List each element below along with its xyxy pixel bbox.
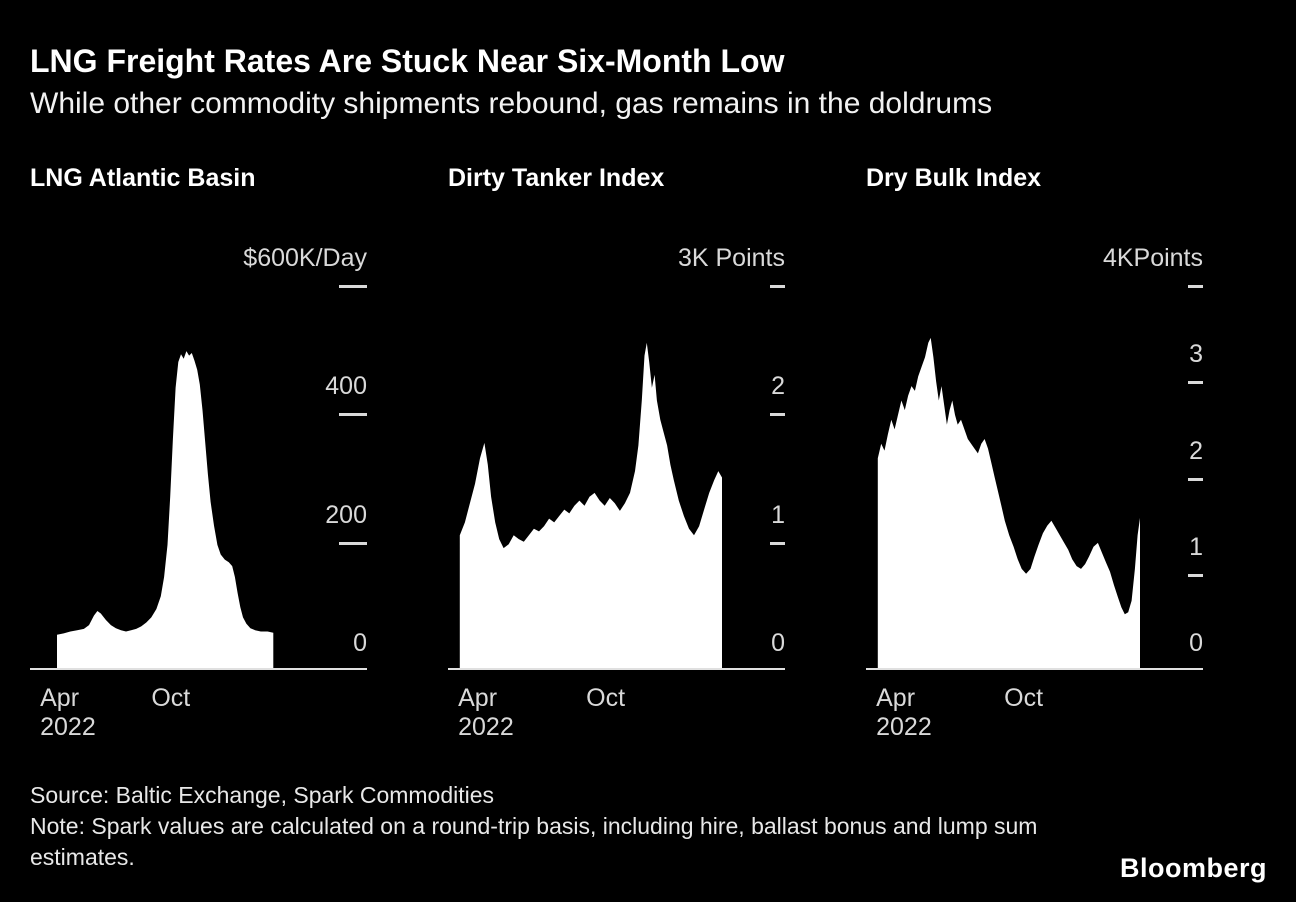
- area-series: [877, 337, 1140, 670]
- x-axis: [30, 668, 367, 670]
- y-tick-label: 2: [1189, 436, 1203, 465]
- y-tick-mark: [1188, 573, 1203, 577]
- chart-panel-1: LNG Atlantic Basin $600K/Day 400 200 0 Apr 202…: [30, 0, 367, 902]
- y-tick-mark: [1188, 285, 1203, 288]
- x-axis: [866, 668, 1203, 670]
- area-series: [57, 351, 274, 670]
- area-plot: [57, 351, 274, 670]
- x-tick-label: Apr 2022: [876, 684, 932, 741]
- y-tick-label: 0: [1189, 629, 1203, 657]
- panel-title: LNG Atlantic Basin: [30, 164, 256, 192]
- bloomberg-logo: Bloomberg: [1119, 853, 1267, 883]
- y-tick-mark: [770, 285, 785, 288]
- area-series: [459, 342, 722, 670]
- chart-title: LNG Freight Rates Are Stuck Near Six-Mon…: [30, 43, 785, 79]
- x-tick-label: Apr 2022: [40, 684, 96, 741]
- area-plot: [877, 337, 1140, 670]
- source-text: Source: Baltic Exchange, Spark Commoditi…: [30, 782, 495, 808]
- note-text: Note: Spark values are calculated on a r…: [30, 813, 1038, 870]
- x-tick-label: Oct: [1004, 684, 1044, 712]
- chart-panel-2: Dirty Tanker Index 3K Points 2 1 0 Apr 2022 Oct: [448, 0, 785, 902]
- y-tick-label: 0: [353, 629, 367, 657]
- x-axis: [448, 668, 785, 670]
- y-tick-label: 3: [1189, 340, 1203, 369]
- y-tick-mark: [1188, 477, 1203, 481]
- y-tick-mark: [770, 541, 785, 545]
- y-tick-label: 1: [1189, 532, 1203, 561]
- x-tick-label: Apr 2022: [458, 684, 514, 741]
- area-plot: [459, 342, 722, 670]
- chart-panel-3: Dry Bulk Index 4KPoints 3 2 1 0 Apr 2022 Oct: [866, 0, 1203, 902]
- panel-title: Dry Bulk Index: [866, 164, 1042, 192]
- x-tick-label: Oct: [586, 684, 626, 712]
- y-tick-label: 1: [771, 500, 785, 529]
- y-tick-mark: [339, 413, 367, 417]
- y-tick-mark: [339, 285, 367, 288]
- y-tick-label: $600K/Day: [243, 244, 367, 272]
- y-tick-label: 200: [325, 500, 367, 529]
- chart-subtitle: While other commodity shipments rebound,…: [30, 87, 993, 120]
- y-tick-label: 3K Points: [677, 244, 785, 272]
- y-tick-mark: [770, 413, 785, 417]
- figure-header: LNG Freight Rates Are Stuck Near Six-Mon…: [30, 42, 992, 122]
- y-tick-label: 400: [325, 372, 367, 401]
- x-tick-label: Oct: [151, 684, 191, 712]
- panel-title: Dirty Tanker Index: [448, 164, 665, 192]
- y-tick-mark: [1188, 381, 1203, 385]
- y-tick-label: 2: [771, 372, 785, 401]
- y-tick-mark: [339, 541, 367, 545]
- y-tick-label: 4KPoints: [1102, 244, 1203, 272]
- y-tick-label: 0: [771, 629, 785, 657]
- figure-footer: Source: Baltic Exchange, Spark Commoditi…: [30, 780, 1100, 873]
